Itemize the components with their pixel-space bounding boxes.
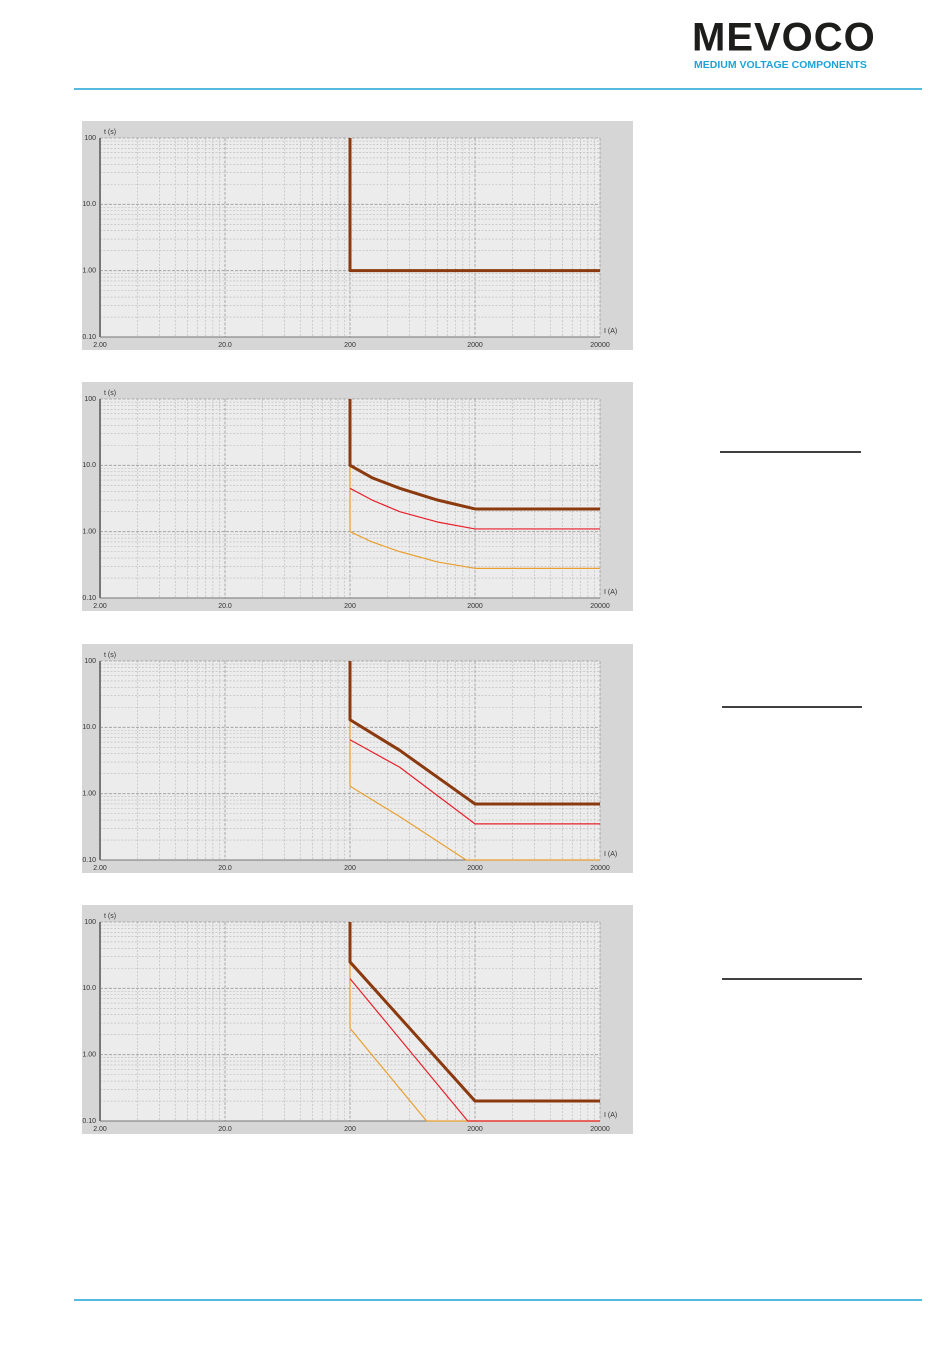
x-tick-label: 20.0 (218, 1126, 232, 1133)
y-tick-label: 1.00 (82, 529, 96, 536)
curve (349, 739, 600, 825)
x-tick-label: 200 (344, 1126, 356, 1133)
x-tick-label: 2.00 (93, 603, 107, 610)
y-tick-label: 100 (84, 135, 96, 142)
x-tick-label: 20.0 (218, 342, 232, 349)
tagline: MEDIUM VOLTAGE COMPONENTS (694, 59, 867, 71)
x-tick-label: 200 (344, 603, 356, 610)
y-axis-label: t (s) (104, 652, 116, 659)
x-tick-label: 2.00 (93, 1126, 107, 1133)
logo: MEVOCO MEDIUM VOLTAGE COMPONENTS (692, 16, 876, 71)
x-axis-label: I (A) (604, 1112, 617, 1119)
y-tick-label: 0.10 (82, 334, 96, 341)
x-tick-label: 2000 (467, 1126, 483, 1133)
y-tick-label: 10.0 (82, 462, 96, 469)
chart: 2.00 20.0 200 2000 20000 0.10 1.00 10.0 100 t (s)… (82, 382, 633, 611)
y-tick-label: 100 (84, 658, 96, 665)
curve (348, 399, 600, 511)
chart: 2.00 20.0 200 2000 20000 0.10 1.00 10.0 100 t (s)… (82, 121, 633, 350)
curve (349, 719, 600, 861)
y-tick-label: 100 (84, 919, 96, 926)
y-tick-label: 100 (84, 396, 96, 403)
curve (349, 487, 600, 530)
y-axis-label: t (s) (104, 913, 116, 920)
y-tick-label: 0.10 (82, 857, 96, 864)
x-tick-label: 20000 (590, 1126, 610, 1133)
chart: 2.00 20.0 200 2000 20000 0.10 1.00 10.0 100 t (s)… (82, 644, 633, 873)
curve (348, 138, 600, 273)
curve (348, 922, 600, 1103)
x-tick-label: 20000 (590, 342, 610, 349)
x-tick-label: 20000 (590, 603, 610, 610)
curve (348, 661, 600, 806)
y-tick-label: 0.10 (82, 1118, 96, 1125)
y-tick-label: 1.00 (82, 791, 96, 798)
x-tick-label: 2000 (467, 603, 483, 610)
y-tick-label: 1.00 (82, 268, 96, 275)
y-tick-label: 10.0 (82, 201, 96, 208)
x-axis-label: I (A) (604, 589, 617, 596)
x-tick-label: 2.00 (93, 342, 107, 349)
x-tick-label: 20000 (590, 865, 610, 872)
y-tick-label: 10.0 (82, 985, 96, 992)
brand: MEVOCO (692, 16, 876, 60)
x-tick-label: 2000 (467, 865, 483, 872)
y-tick-label: 10.0 (82, 724, 96, 731)
chart: 2.00 20.0 200 2000 20000 0.10 1.00 10.0 100 t (s)… (82, 905, 633, 1134)
y-axis-label: t (s) (104, 390, 116, 397)
y-tick-label: 1.00 (82, 1052, 96, 1059)
x-axis-label: I (A) (604, 851, 617, 858)
x-tick-label: 20.0 (218, 865, 232, 872)
curve (349, 978, 600, 1122)
x-tick-label: 200 (344, 342, 356, 349)
x-tick-label: 2000 (467, 342, 483, 349)
y-tick-label: 0.10 (82, 595, 96, 602)
y-axis-label: t (s) (104, 129, 116, 136)
x-axis-label: I (A) (604, 328, 617, 335)
x-tick-label: 2.00 (93, 865, 107, 872)
curve (349, 465, 600, 569)
x-tick-label: 200 (344, 865, 356, 872)
x-tick-label: 20.0 (218, 603, 232, 610)
